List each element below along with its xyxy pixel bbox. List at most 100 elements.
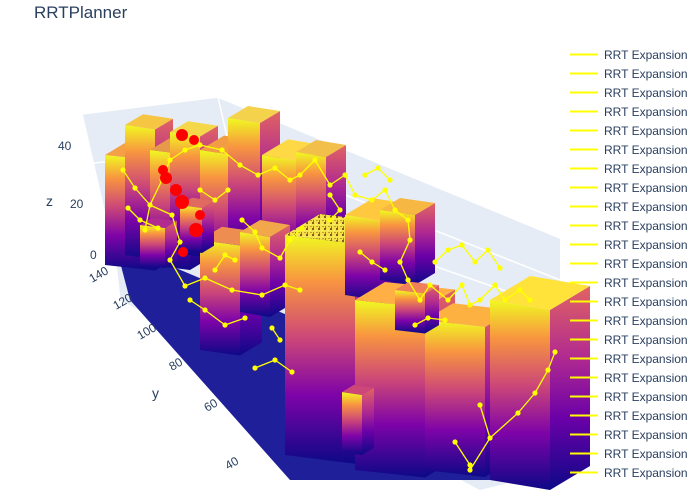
rrt-node xyxy=(527,297,533,303)
obstacle-point xyxy=(170,184,182,196)
rrt-node xyxy=(187,297,193,303)
legend-item[interactable]: RRT Expansion xyxy=(568,349,700,368)
legend-swatch-icon xyxy=(570,224,598,227)
z-axis-title: z xyxy=(46,193,53,209)
rrt-node xyxy=(147,202,153,208)
legend-item[interactable]: RRT Expansion xyxy=(568,159,700,178)
rrt-edge xyxy=(489,412,519,439)
rrt-edge xyxy=(479,284,496,301)
legend-item[interactable]: RRT Expansion xyxy=(568,387,700,406)
legend[interactable]: RRT Expansion RRT Expansion RRT Expansion R… xyxy=(568,45,700,482)
rrt-node xyxy=(177,239,183,245)
legend-label: RRT Expansion xyxy=(604,66,688,81)
rrt-edge xyxy=(547,351,556,371)
rrt-edge xyxy=(199,144,223,151)
rrt-edge xyxy=(399,261,409,281)
legend-item[interactable]: RRT Expansion xyxy=(568,64,700,83)
rrt-edge xyxy=(134,187,151,206)
legend-swatch-icon xyxy=(570,243,598,246)
pillar-front xyxy=(140,225,165,268)
pillar-top xyxy=(296,140,346,157)
rrt-node xyxy=(237,162,243,168)
y-tick-label: 80 xyxy=(167,355,186,374)
rrt-edge xyxy=(274,359,293,373)
obstacle-point xyxy=(175,195,189,209)
legend-swatch-icon xyxy=(570,319,598,322)
legend-item[interactable]: RRT Expansion xyxy=(568,45,700,64)
rrt-node xyxy=(197,142,203,148)
rrt-edge xyxy=(184,277,206,287)
legend-item[interactable]: RRT Expansion xyxy=(568,368,700,387)
legend-label: RRT Expansion xyxy=(604,85,688,100)
legend-item[interactable]: RRT Expansion xyxy=(568,292,700,311)
legend-swatch-icon xyxy=(570,452,598,455)
legend-item[interactable]: RRT Expansion xyxy=(568,83,700,102)
rrt-node xyxy=(272,357,278,363)
rrt-edge xyxy=(534,369,549,394)
rrt-edge xyxy=(299,159,316,176)
rrt-node xyxy=(169,212,175,218)
rrt-edge xyxy=(169,149,186,161)
legend-item[interactable]: RRT Expansion xyxy=(568,178,700,197)
rrt-edge xyxy=(169,259,186,287)
pillar-side xyxy=(202,200,214,253)
z-axis-ticks: 0 20 40 xyxy=(58,139,97,262)
legend-label: RRT Expansion xyxy=(604,446,688,461)
legend-item[interactable]: RRT Expansion xyxy=(568,330,700,349)
rrt-edge xyxy=(494,284,506,301)
legend-item[interactable]: RRT Expansion xyxy=(568,311,700,330)
z-tick-label: 20 xyxy=(70,197,84,211)
rrt-node xyxy=(225,187,231,193)
legend-label: RRT Expansion xyxy=(604,237,688,252)
legend-item[interactable]: RRT Expansion xyxy=(568,140,700,159)
legend-swatch-icon xyxy=(570,167,598,170)
rrt-node xyxy=(497,265,503,271)
legend-item[interactable]: RRT Expansion xyxy=(568,463,700,482)
rrt-edge xyxy=(427,317,446,321)
rrt-edge xyxy=(487,249,501,269)
rrt-node xyxy=(229,287,235,293)
obstacle-point xyxy=(189,135,199,145)
rrt-edge xyxy=(231,289,263,296)
rrt-node xyxy=(255,172,261,178)
rrt-node xyxy=(167,157,173,163)
rrt-node xyxy=(412,322,418,328)
legend-label: RRT Expansion xyxy=(604,161,688,176)
legend-swatch-icon xyxy=(570,53,598,56)
pillar-top xyxy=(490,276,590,310)
rrt-edge xyxy=(504,289,521,301)
rrt-node xyxy=(369,197,375,203)
legend-item[interactable]: RRT Expansion xyxy=(568,444,700,463)
rrt-node xyxy=(492,282,498,288)
legend-swatch-icon xyxy=(570,338,598,341)
pillar-front xyxy=(285,235,355,464)
rrt-edge xyxy=(419,284,431,301)
legend-item[interactable]: RRT Expansion xyxy=(568,197,700,216)
rrt-node xyxy=(272,165,278,171)
legend-item[interactable]: RRT Expansion xyxy=(568,216,700,235)
legend-label: RRT Expansion xyxy=(604,465,688,480)
rrt-node xyxy=(232,257,238,263)
rrt-node xyxy=(467,467,473,473)
legend-item[interactable]: RRT Expansion xyxy=(568,102,700,121)
legend-item[interactable]: RRT Expansion xyxy=(568,406,700,425)
rrt-edge xyxy=(149,179,163,206)
legend-item[interactable]: RRT Expansion xyxy=(568,121,700,140)
legend-item[interactable]: RRT Expansion xyxy=(568,425,700,444)
rrt-node xyxy=(222,322,228,328)
legend-swatch-icon xyxy=(570,148,598,151)
rrt-edge xyxy=(184,144,201,151)
rrt-node xyxy=(357,249,363,255)
legend-swatch-icon xyxy=(570,205,598,208)
rrt-edge xyxy=(359,251,373,263)
legend-label: RRT Expansion xyxy=(604,142,688,157)
rrt-edge xyxy=(214,254,226,271)
rrt-node xyxy=(297,172,303,178)
rrt-edge xyxy=(279,239,291,259)
rrt-edge xyxy=(434,249,449,263)
rrt-edge xyxy=(377,167,391,181)
legend-item[interactable]: RRT Expansion xyxy=(568,235,700,254)
legend-item[interactable]: RRT Expansion xyxy=(568,254,700,273)
legend-item[interactable]: RRT Expansion xyxy=(568,273,700,292)
